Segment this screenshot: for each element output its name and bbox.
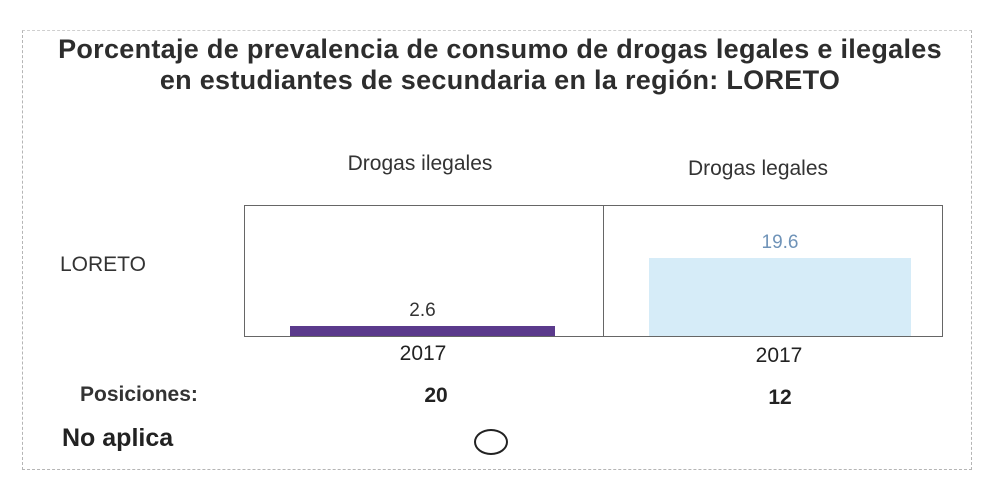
positions-label: Posiciones: [80, 383, 198, 406]
bar-legal-2017 [649, 258, 911, 336]
panel-illegal: 2.6 [244, 205, 604, 337]
x-tick-illegal: 2017 [399, 342, 447, 365]
bar-label-legal: 19.6 [761, 232, 799, 253]
panel-legal: 19.6 [603, 205, 943, 337]
position-legal: 12 [768, 386, 792, 409]
row-label-region: LORETO [60, 253, 146, 276]
position-illegal: 20 [424, 384, 448, 407]
panel-header-illegal: Drogas ilegales [347, 152, 493, 175]
not-applicable-radio[interactable] [474, 429, 508, 455]
not-applicable-label: No aplica [62, 424, 174, 452]
chart-frame [22, 30, 972, 470]
chart-title: Porcentaje de prevalencia de consumo de … [58, 34, 942, 95]
panel-header-legal: Drogas legales [687, 157, 829, 180]
bar-illegal-2017 [290, 326, 555, 336]
x-tick-legal: 2017 [755, 344, 803, 367]
bar-label-illegal: 2.6 [409, 300, 436, 321]
